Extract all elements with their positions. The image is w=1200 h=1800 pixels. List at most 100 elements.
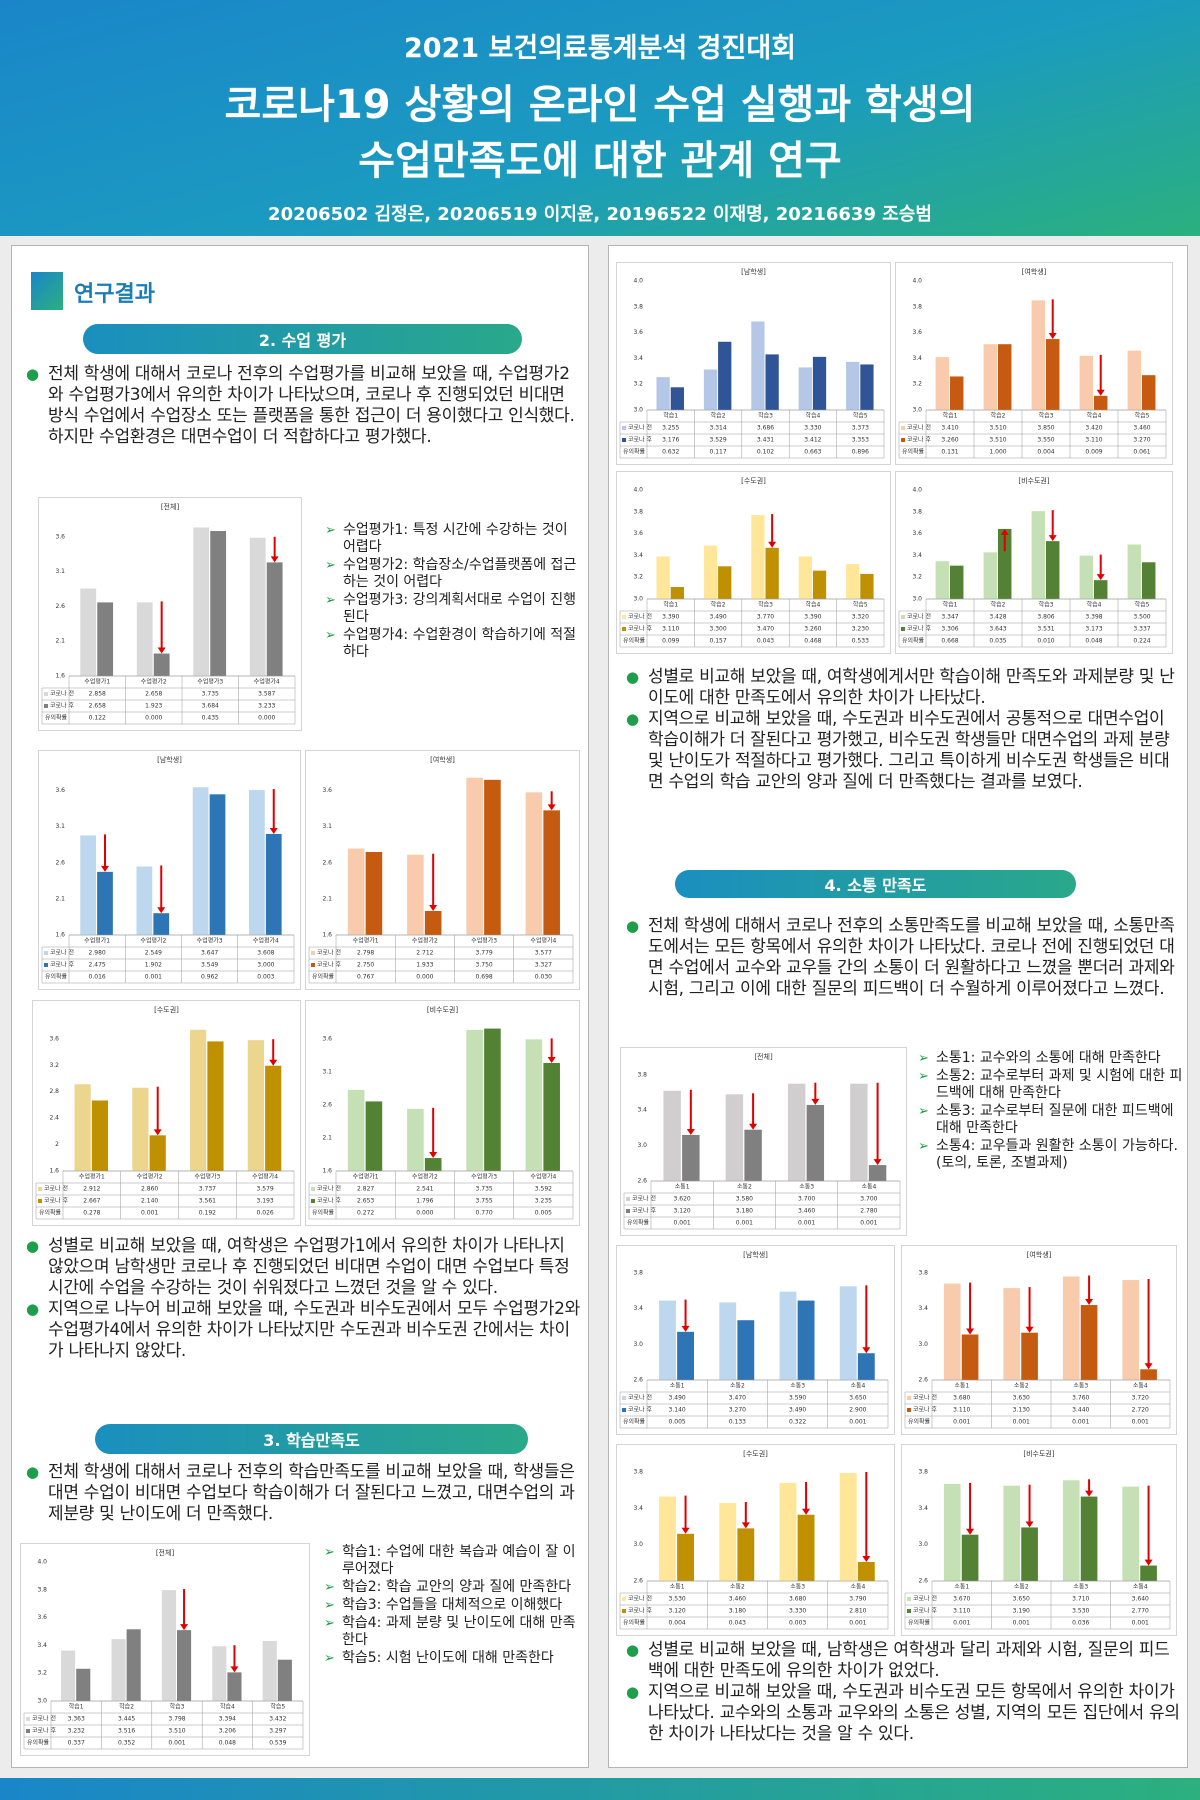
- chart-title: [남학생]: [743, 1250, 768, 1259]
- bar: [1094, 580, 1108, 599]
- x-tick-label: 소통2: [730, 1383, 745, 1390]
- legend-label: 코로나 전: [628, 1394, 652, 1402]
- table-value: 3.398: [1085, 614, 1102, 621]
- chart: [전체] 1.6 2.1 2.6 3.1 3.6 수업평가1 수업평가2 수업평가3 수업평가4 코…: [38, 497, 302, 731]
- significance-arrowhead: [862, 1555, 871, 1562]
- table-value: 3.190: [1013, 1608, 1030, 1615]
- section-heading: 2. 수업 평가: [83, 324, 522, 354]
- table-value: 3.330: [804, 425, 821, 432]
- p-value: 0.001: [1132, 1620, 1149, 1627]
- table-value: 3.363: [68, 1716, 85, 1723]
- x-tick-label: 소통4: [861, 1184, 876, 1191]
- intro: 전체 학생에 대해서 코로나 전후의 수업평가를 비교해 보았을 때, 수업평가…: [26, 364, 582, 448]
- p-value: 0.003: [789, 1620, 806, 1627]
- y-tick-label: 2.6: [55, 859, 65, 866]
- legend-swatch: [44, 951, 48, 955]
- x-tick-label: 학습3: [758, 412, 773, 420]
- table-value: 3.140: [669, 1407, 686, 1414]
- significance-arrowhead: [686, 1129, 695, 1135]
- intro-item: 전체 학생에 대해서 코로나 전후의 학습만족도를 비교해 보았을 때, 학생들…: [26, 1462, 582, 1525]
- bar: [76, 1668, 91, 1701]
- x-tick-label: 학습2: [119, 1703, 134, 1711]
- y-tick-label: 3.8: [637, 1071, 647, 1078]
- table-value: 3.180: [729, 1608, 746, 1615]
- significance-arrowhead: [547, 1056, 556, 1063]
- y-tick-label: 2.6: [637, 1178, 647, 1185]
- y-tick-label: 2.8: [49, 1088, 59, 1095]
- legend-label: 코로나 전: [317, 1185, 341, 1193]
- table-value: 3.233: [258, 703, 275, 710]
- bar: [998, 528, 1012, 599]
- table-value: 3.120: [669, 1608, 686, 1615]
- y-tick-label: 3.4: [37, 1642, 47, 1649]
- legend-label: 코로나 전: [628, 613, 652, 621]
- table-value: 2.860: [141, 1186, 158, 1193]
- table-value: 3.700: [860, 1196, 877, 1203]
- table-value: 3.643: [989, 626, 1006, 633]
- x-tick-label: 수업평가4: [530, 1173, 556, 1181]
- p-value: 0.004: [669, 1620, 686, 1627]
- table-value: 3.779: [476, 950, 493, 957]
- bar: [525, 792, 543, 935]
- significance-arrowhead: [1096, 389, 1105, 396]
- legend-swatch: [901, 426, 905, 430]
- y-tick-label: 3.2: [633, 381, 643, 388]
- x-tick-label: 학습2: [991, 412, 1006, 420]
- bar: [1062, 1276, 1080, 1380]
- y-tick-label: 3.6: [37, 1614, 47, 1621]
- y-tick-label: 3.1: [55, 568, 65, 575]
- legend-swatch: [26, 1717, 30, 1721]
- item-note-item: 학습4: 과제 분량 및 난이도에 대해 만족한다: [324, 1615, 586, 1649]
- p-label: 유의확률: [623, 448, 646, 456]
- table-value: 3.460: [1133, 425, 1150, 432]
- chart-title: [수도권]: [743, 1450, 768, 1458]
- legend-label: 코로나 후: [913, 1607, 937, 1615]
- table-value: 2.912: [83, 1186, 100, 1193]
- bar: [860, 364, 874, 410]
- x-tick-label: 수업평가2: [412, 937, 438, 945]
- chart: [여학생] 2.6 3.0 3.4 3.8 소통1 소통2 소통3 소통4 코로나 전 3.680 3…: [901, 1245, 1177, 1435]
- y-tick-label: 2.6: [918, 1578, 928, 1585]
- table-value: 3.510: [989, 437, 1006, 444]
- significance-arrowhead: [429, 904, 438, 911]
- chart-title: [전체]: [754, 1052, 773, 1061]
- bar: [797, 1514, 815, 1581]
- p-value: 0.122: [89, 715, 106, 722]
- p-value: 0.001: [860, 1220, 877, 1227]
- bar: [857, 1561, 875, 1581]
- bar: [262, 1640, 277, 1701]
- table-value: 2.541: [416, 1186, 433, 1193]
- table-value: 2.798: [357, 950, 374, 957]
- p-value: 0.533: [852, 638, 869, 645]
- table-value: 3.684: [202, 703, 219, 710]
- bar: [149, 1135, 166, 1171]
- legend-swatch: [26, 1729, 30, 1733]
- p-value: 0.468: [804, 638, 821, 645]
- significance-arrowhead: [547, 804, 556, 811]
- bar: [265, 833, 282, 935]
- chart: [수도권] 3.0 3.2 3.4 3.6 3.8 4.0 학습1 학습2 학습3 학습4 학습5 코로…: [616, 471, 891, 654]
- table-value: 3.440: [1072, 1407, 1089, 1414]
- p-value: 0.009: [1085, 449, 1102, 456]
- table-value: 3.327: [535, 962, 552, 969]
- p-value: 0.001: [168, 1740, 185, 1747]
- bar: [718, 566, 732, 599]
- significance-arrowhead: [269, 1059, 278, 1066]
- table-value: 3.330: [789, 1608, 806, 1615]
- legend-swatch: [622, 627, 626, 631]
- chart-svg: [수도권] 2.6 3.0 3.4 3.8 소통1 소통2 소통3 소통4 코로나 전 3.530 3…: [619, 1450, 889, 1630]
- p-value: 0.272: [357, 1210, 374, 1217]
- bar: [857, 1353, 875, 1380]
- bar: [347, 1089, 365, 1171]
- legend-label: 코로나 후: [628, 436, 652, 444]
- chart-svg: [비수도권] 1.6 2.1 2.6 3.1 3.6 수업평가1 수업평가2 수업평가3 수업평가…: [308, 1005, 574, 1220]
- legend-swatch: [626, 1197, 630, 1201]
- y-tick-label: 3.4: [912, 355, 922, 362]
- chart: [비수도권] 1.6 2.1 2.6 3.1 3.6 수업평가1 수업평가2 수업평가3 수업평가…: [305, 1000, 580, 1226]
- finding: 성별로 비교해 보았을 때, 여학생에게서만 학습이해 만족도와 과제분량 및 …: [626, 667, 1180, 793]
- bar: [347, 848, 365, 935]
- table-value: 3.720: [1132, 1395, 1149, 1402]
- bar: [277, 1659, 292, 1701]
- chart-title: [비수도권]: [1023, 1449, 1054, 1458]
- x-tick-label: 학습5: [1135, 601, 1150, 609]
